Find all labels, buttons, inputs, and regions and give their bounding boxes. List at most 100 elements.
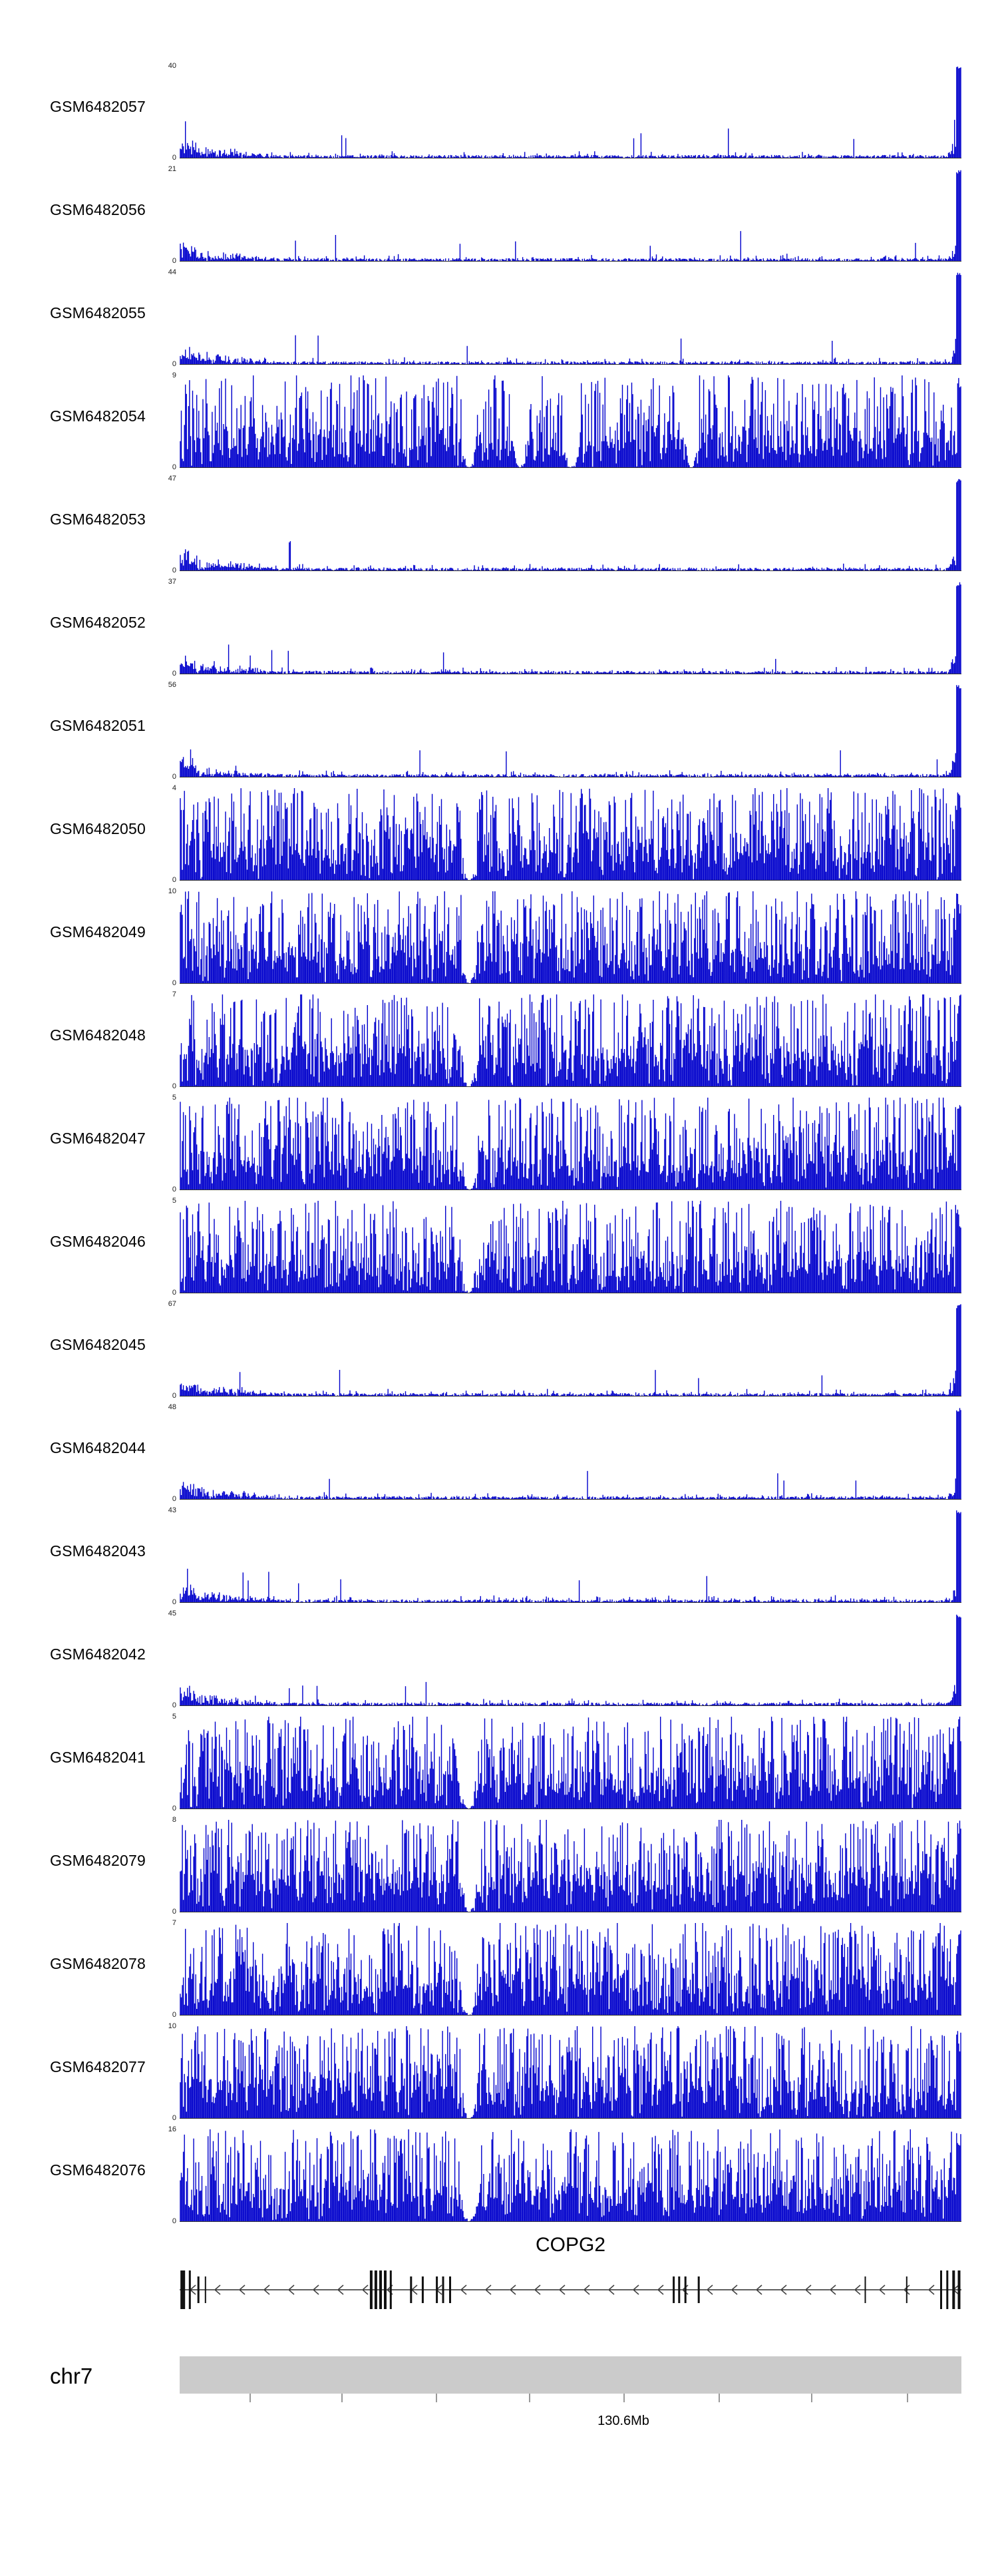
axis-tick <box>623 2394 625 2402</box>
exon-box <box>864 2276 866 2303</box>
coverage-path <box>180 170 961 261</box>
coverage-track-row: GSM6482047 5 0 <box>0 1087 998 1193</box>
axis-tick <box>250 2394 251 2402</box>
coverage-track-row: GSM6482078 7 0 <box>0 1912 998 2019</box>
track-ymin-label: 0 <box>172 1289 176 1297</box>
strand-direction-arrow-icon <box>534 2284 541 2295</box>
track-ymax-label: 16 <box>168 2125 176 2133</box>
track-ymin-label: 0 <box>172 670 176 678</box>
track-plot: 67 0 <box>168 1300 961 1400</box>
track-label: GSM6482077 <box>50 2058 146 2075</box>
exon-box <box>204 2276 206 2303</box>
track-plot: 5 0 <box>172 1713 961 1813</box>
strand-direction-arrow-icon <box>657 2284 664 2295</box>
track-label: GSM6482042 <box>50 1645 146 1663</box>
exon-box <box>379 2270 382 2309</box>
track-label: GSM6482053 <box>50 511 146 528</box>
coverage-track-row: GSM6482057 40 0 <box>0 55 998 162</box>
axis-tick <box>436 2394 437 2402</box>
exon-box <box>389 2270 392 2309</box>
gene-track: COPG2 <box>0 2234 998 2322</box>
exon-box <box>952 2270 955 2309</box>
coverage-path <box>180 788 961 880</box>
track-plot: 40 0 <box>168 62 961 162</box>
strand-direction-arrow-icon <box>632 2284 639 2295</box>
coverage-track-row: GSM6482079 8 0 <box>0 1809 998 1916</box>
coverage-track-row: GSM6482054 9 0 <box>0 365 998 471</box>
coverage-signal-svg <box>180 272 961 364</box>
track-ymax-label: 9 <box>172 371 176 379</box>
coverage-tracks: GSM6482057 40 0 GSM6482056 21 0 GSM64820… <box>0 55 998 2225</box>
track-ymax-label: 48 <box>168 1403 176 1411</box>
track-ymin-label: 0 <box>172 1805 176 1813</box>
exon-box <box>421 2276 424 2303</box>
track-plot: 44 0 <box>168 268 961 368</box>
coverage-signal-svg <box>180 375 961 467</box>
track-ymax-label: 10 <box>168 887 176 895</box>
track-ymin-label: 0 <box>172 463 176 471</box>
exon-box <box>410 2276 413 2303</box>
strand-direction-arrow-icon <box>731 2284 738 2295</box>
coverage-signal-svg <box>180 788 961 880</box>
track-ymin-label: 0 <box>172 566 176 574</box>
exon-box <box>684 2276 687 2303</box>
track-ymin-label: 0 <box>172 773 176 781</box>
track-label: GSM6482049 <box>50 923 146 941</box>
track-plot: 21 0 <box>168 165 961 265</box>
track-label: GSM6482056 <box>50 201 146 218</box>
track-label: GSM6482079 <box>50 1852 146 1869</box>
track-ymin-label: 0 <box>172 1598 176 1606</box>
exon-box <box>946 2270 949 2309</box>
track-plot: 5 0 <box>172 1197 961 1297</box>
coverage-track-row: GSM6482051 56 0 <box>0 674 998 781</box>
coverage-track-row: GSM6482053 47 0 <box>0 468 998 574</box>
track-label: GSM6482043 <box>50 1542 146 1560</box>
coverage-path <box>180 272 961 364</box>
axis-tick <box>907 2394 908 2402</box>
track-ymin-label: 0 <box>172 1495 176 1503</box>
coverage-signal-svg <box>180 1510 961 1602</box>
track-ymin-label: 0 <box>172 1392 176 1400</box>
track-ymax-label: 7 <box>172 1919 176 1927</box>
coverage-signal-svg <box>180 67 961 158</box>
coverage-path <box>180 2026 961 2118</box>
track-ymin-label: 0 <box>172 1701 176 1709</box>
coverage-path <box>180 1304 961 1396</box>
exon-box <box>678 2276 681 2303</box>
coverage-path <box>180 994 961 1086</box>
chromosome-section: chr7 130.6Mb <box>0 2356 998 2483</box>
strand-direction-arrow-icon <box>263 2284 270 2295</box>
strand-direction-arrow-icon <box>287 2284 295 2295</box>
track-ymax-label: 5 <box>172 1094 176 1102</box>
track-ymin-label: 0 <box>172 257 176 265</box>
coverage-track-row: GSM6482043 43 0 <box>0 1500 998 1606</box>
track-ymin-label: 0 <box>172 1908 176 1916</box>
track-label: GSM6482055 <box>50 304 146 322</box>
strand-direction-arrow-icon <box>804 2284 812 2295</box>
coverage-track-row: GSM6482076 16 0 <box>0 2119 998 2225</box>
strand-direction-arrow-icon <box>829 2284 836 2295</box>
coverage-path <box>180 1098 961 1189</box>
coverage-track-row: GSM6482056 21 0 <box>0 158 998 265</box>
exon-box <box>188 2270 191 2309</box>
coverage-path <box>180 2129 961 2221</box>
coverage-signal-svg <box>180 1304 961 1396</box>
track-label: GSM6482044 <box>50 1439 146 1456</box>
exon-box <box>442 2276 444 2303</box>
track-label: GSM6482057 <box>50 98 146 115</box>
coverage-path <box>180 582 961 674</box>
coverage-track-row: GSM6482044 48 0 <box>0 1396 998 1503</box>
track-ymax-label: 10 <box>168 2022 176 2030</box>
chromosome-bar <box>180 2356 961 2394</box>
track-ymin-label: 0 <box>172 1082 176 1090</box>
position-label: 130.6Mb <box>597 2414 649 2428</box>
chromosome-label: chr7 <box>50 2364 93 2388</box>
strand-direction-arrow-icon <box>509 2284 516 2295</box>
coverage-track-row: GSM6482045 67 0 <box>0 1293 998 1400</box>
coverage-path <box>180 1510 961 1602</box>
coverage-path <box>180 1408 961 1499</box>
track-ymin-label: 0 <box>172 360 176 368</box>
coverage-signal-svg <box>180 2129 961 2221</box>
coverage-path <box>180 375 961 467</box>
axis-tick <box>719 2394 720 2402</box>
